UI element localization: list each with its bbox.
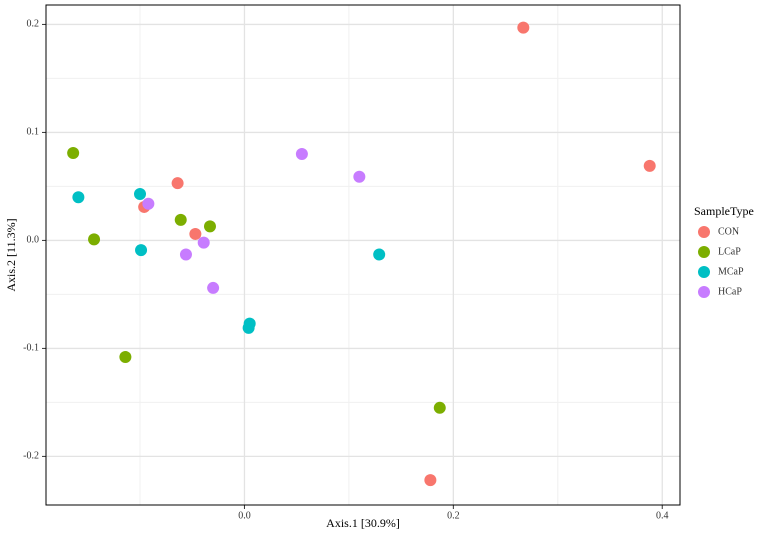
- legend-marker: [698, 246, 710, 258]
- point: [174, 213, 187, 226]
- point: [433, 401, 446, 414]
- point: [353, 170, 366, 183]
- legend-marker: [698, 226, 710, 238]
- legend-marker: [698, 266, 710, 278]
- point: [67, 146, 80, 159]
- point: [197, 236, 210, 249]
- point: [189, 227, 202, 240]
- point: [424, 474, 437, 487]
- point: [203, 220, 216, 233]
- point: [643, 159, 656, 172]
- y-tick-label: 0.1: [27, 127, 40, 138]
- legend-marker: [698, 286, 710, 298]
- point: [517, 21, 530, 34]
- x-axis-label: Axis.1 [30.9%]: [326, 516, 400, 530]
- x-tick-label: 0.0: [238, 510, 251, 521]
- y-tick-label: -0.1: [23, 343, 39, 354]
- point: [171, 177, 184, 190]
- y-tick-label: -0.2: [23, 451, 39, 462]
- y-tick-label: 0.2: [27, 19, 40, 30]
- point: [88, 233, 101, 246]
- point: [134, 187, 147, 200]
- point: [179, 248, 192, 261]
- x-tick-label: 0.2: [447, 510, 460, 521]
- y-tick-label: 0.0: [27, 235, 40, 246]
- point: [119, 351, 132, 364]
- plot-border: [45, 4, 681, 506]
- y-axis-label: Axis.2 [11.3%]: [4, 218, 18, 291]
- legend-label: MCaP: [718, 266, 744, 277]
- point: [72, 191, 85, 204]
- x-tick-label: 0.4: [656, 510, 669, 521]
- point: [142, 197, 155, 210]
- legend-title: SampleType: [694, 204, 754, 218]
- point: [242, 321, 255, 334]
- point: [207, 281, 220, 294]
- point: [135, 244, 148, 257]
- legend-label: LCaP: [718, 246, 741, 257]
- legend-label: CON: [718, 226, 739, 237]
- legend-label: HCaP: [718, 286, 742, 297]
- point: [373, 248, 386, 261]
- point: [295, 148, 308, 161]
